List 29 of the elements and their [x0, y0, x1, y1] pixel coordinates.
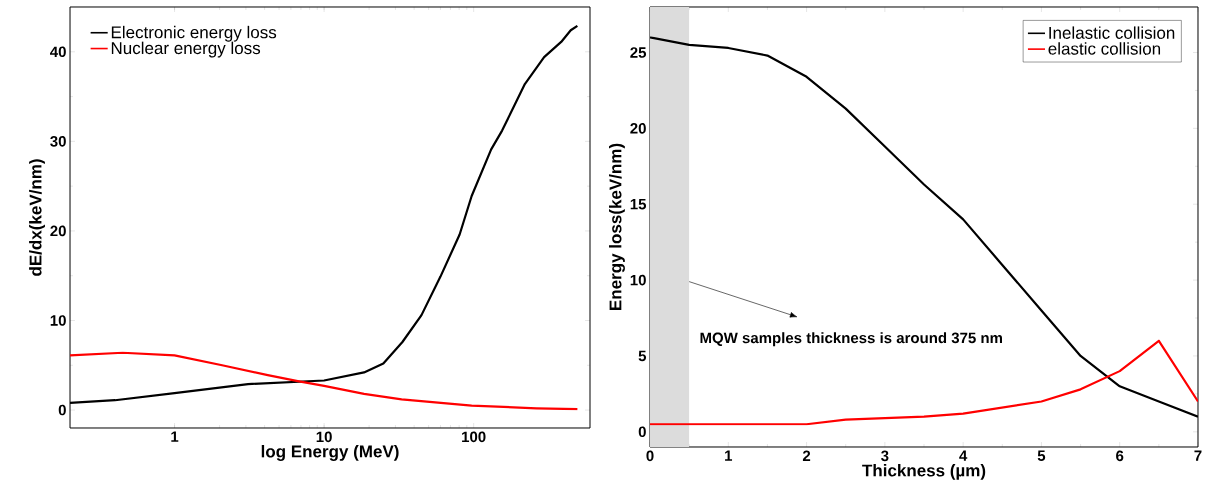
- x-axis-title: log Energy (MeV): [261, 445, 399, 461]
- legend-label: Inelastic collision: [1049, 26, 1175, 39]
- y-tick-label: 20: [50, 225, 66, 237]
- y-axis-title: Energy loss(keV/nm): [609, 143, 625, 310]
- y-tick-label: 5: [638, 350, 647, 362]
- x-tick-label: 100: [462, 431, 486, 443]
- y-tick-label: 0: [58, 404, 66, 416]
- x-tick-label: 2: [802, 450, 811, 461]
- x-tick-label: 4: [959, 450, 968, 461]
- y-axis-title: dE/dx(keV/nm): [29, 159, 45, 276]
- legend-label: Nuclear energy loss: [111, 41, 261, 58]
- y-tick-label: 30: [50, 136, 66, 147]
- legend-label: elastic collision: [1048, 42, 1161, 55]
- y-tick-label: 10: [50, 315, 66, 326]
- x-tick-label: 6: [1116, 450, 1124, 462]
- x-tick-label: 1: [725, 450, 733, 461]
- y-tick-label: 40: [50, 46, 66, 58]
- x-tick-label: 1: [171, 431, 179, 442]
- legend-label: Electronic energy loss: [111, 25, 277, 42]
- x-tick-label: 10: [316, 431, 332, 443]
- y-tick-label: 15: [630, 199, 647, 210]
- x-axis-title: Thickness (µm): [862, 464, 986, 480]
- y-tick-label: 25: [630, 47, 647, 58]
- y-tick-label: 10: [630, 274, 646, 286]
- x-tick-label: 5: [1037, 450, 1046, 461]
- annotation: MQW samples thickness is around 375 nm: [700, 332, 1002, 347]
- x-tick-label: 7: [1194, 450, 1202, 461]
- x-tick-label: 3: [881, 450, 889, 462]
- y-tick-label: 20: [630, 123, 646, 134]
